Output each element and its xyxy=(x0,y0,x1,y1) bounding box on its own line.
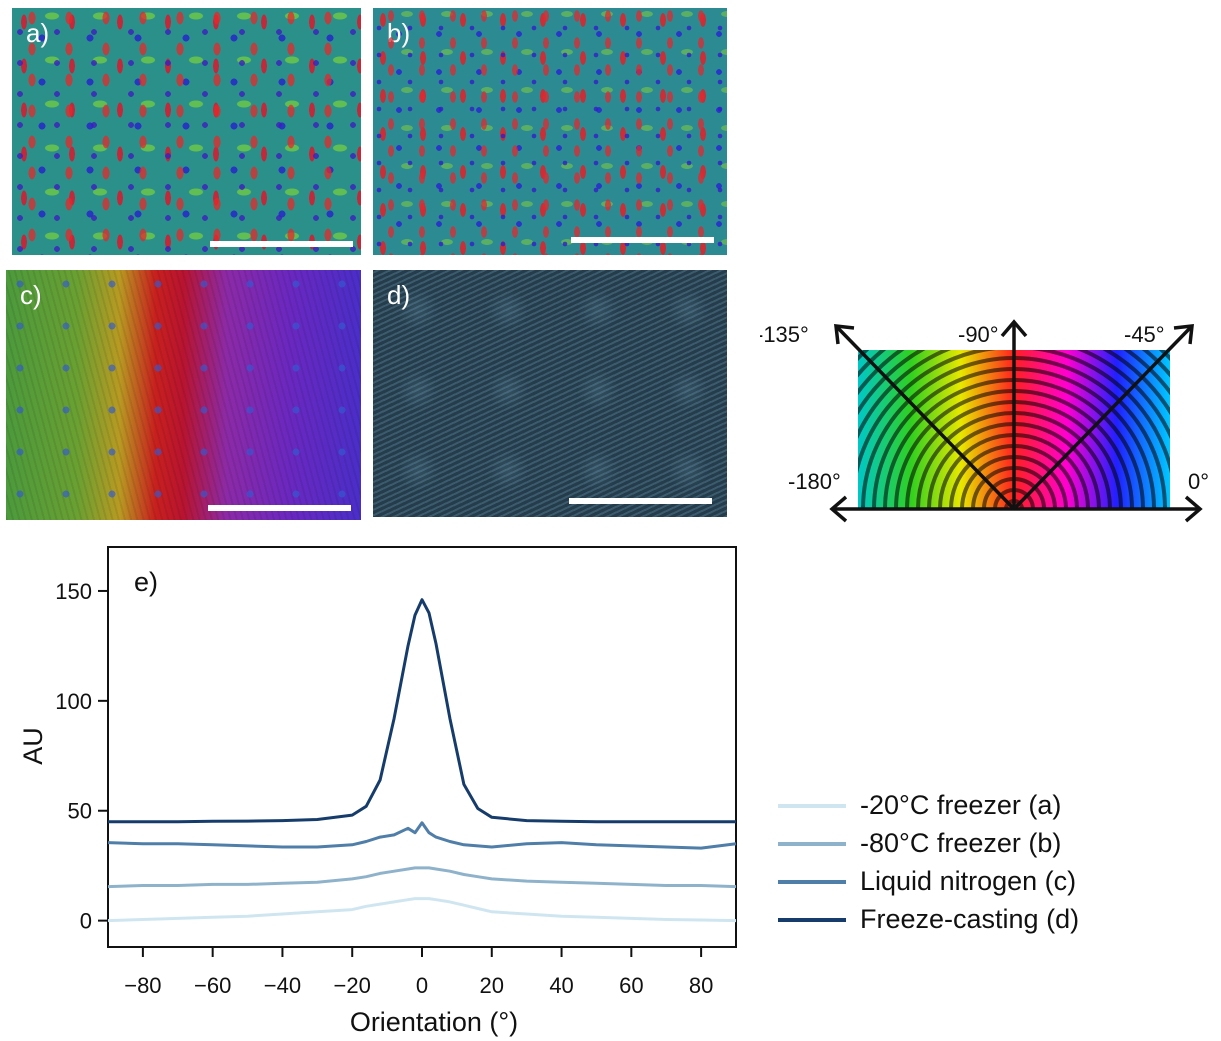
legend-item: -80°C freezer (b) xyxy=(778,824,1178,862)
orientation-color-key: -135° -90° -45° -180° 0° xyxy=(760,319,1209,523)
micrograph-panel-a: a) xyxy=(12,8,361,255)
legend-label-d: Freeze-casting (d) xyxy=(860,904,1080,934)
y-tick-label: 100 xyxy=(55,689,92,714)
legend-label-c: Liquid nitrogen (c) xyxy=(860,866,1077,896)
legend-item: Freeze-casting (d) xyxy=(778,900,1178,938)
wheel-label-minus-45: -45° xyxy=(1124,322,1165,347)
panel-label-c: c) xyxy=(20,280,42,310)
plot-frame xyxy=(107,546,737,948)
legend-item: -20°C freezer (a) xyxy=(778,786,1178,824)
x-tick-label: 60 xyxy=(619,973,643,998)
direction-arrows xyxy=(829,319,1203,523)
scale-bar-b xyxy=(571,237,714,243)
x-tick-label: 20 xyxy=(480,973,504,998)
wheel-label-minus-90: -90° xyxy=(958,322,999,347)
legend-swatch-a xyxy=(778,804,846,808)
legend-swatch-d xyxy=(778,918,846,922)
wheel-label-minus-135: -135° xyxy=(760,322,809,347)
series-line-1 xyxy=(107,866,737,889)
x-tick-label: 0 xyxy=(416,973,428,998)
x-tick-label: −80 xyxy=(124,973,161,998)
legend-swatch-b xyxy=(778,842,846,846)
legend-label-a: -20°C freezer (a) xyxy=(860,790,1062,820)
legend-swatch-c xyxy=(778,880,846,884)
micrograph-panel-d: d) xyxy=(373,270,727,517)
legend-label-b: -80°C freezer (b) xyxy=(860,828,1062,858)
x-axis-title: Orientation (°) xyxy=(350,1007,518,1037)
x-tick-label: −20 xyxy=(334,973,371,998)
x-tick-label: −60 xyxy=(194,973,231,998)
x-tick-label: 40 xyxy=(549,973,573,998)
series-line-3 xyxy=(108,598,736,824)
series-line-2 xyxy=(107,821,737,850)
scale-bar-d xyxy=(569,498,712,504)
panel-label-d: d) xyxy=(387,280,411,310)
y-tick-label: 50 xyxy=(68,799,92,824)
y-tick-label: 0 xyxy=(80,909,92,934)
series-line-0 xyxy=(107,897,737,923)
y-axis-title: AU xyxy=(18,727,48,765)
scale-bar-c xyxy=(208,505,351,511)
micrograph-panel-b: b) xyxy=(373,8,727,255)
legend-item: Liquid nitrogen (c) xyxy=(778,862,1178,900)
x-tick-label: 80 xyxy=(689,973,713,998)
scale-bar-a xyxy=(210,241,353,247)
micrograph-panel-c: c) xyxy=(6,270,361,520)
wheel-label-0: 0° xyxy=(1188,469,1209,494)
chart-panel-label: e) xyxy=(134,567,158,597)
x-tick-label: −40 xyxy=(264,973,301,998)
wheel-label-minus-180: -180° xyxy=(788,469,841,494)
y-tick-label: 150 xyxy=(55,579,92,604)
